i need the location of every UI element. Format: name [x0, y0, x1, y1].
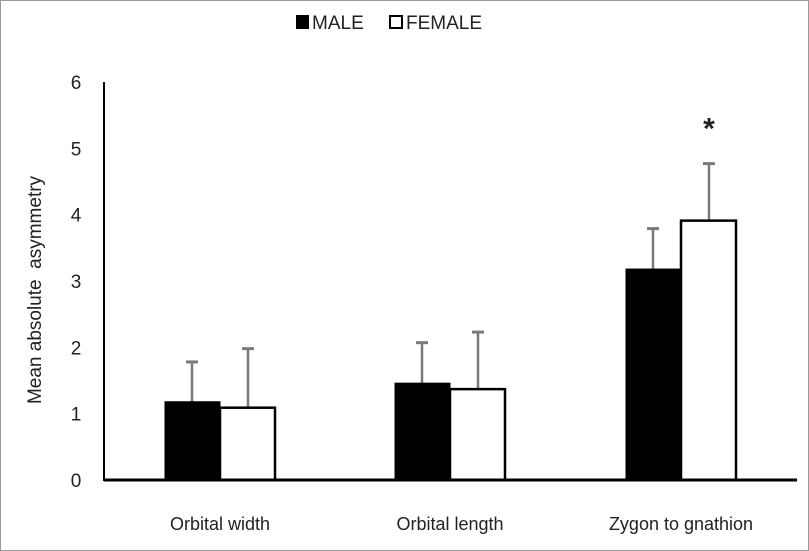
- legend-swatch-female: [389, 15, 403, 29]
- y-tick-label: 4: [71, 206, 82, 227]
- y-tick-label: 6: [71, 73, 82, 94]
- y-tick-label: 0: [71, 471, 82, 492]
- y-axis-label: Mean absolute asymmetry: [25, 175, 46, 404]
- y-tick-label: 5: [71, 139, 82, 160]
- legend: MALE FEMALE: [296, 13, 482, 34]
- bar-male: [394, 382, 451, 481]
- x-tick-label: Orbital length: [396, 514, 503, 534]
- legend-label-male: MALE: [312, 13, 364, 34]
- bar-male: [625, 268, 682, 481]
- legend-swatch-male: [296, 15, 309, 29]
- x-tick-label: Zygon to gnathion: [609, 514, 753, 534]
- bar-female: [679, 219, 738, 482]
- significance-asterisk: *: [703, 113, 715, 146]
- x-tick-label: Orbital width: [170, 514, 270, 534]
- legend-label-female: FEMALE: [406, 13, 482, 34]
- bar-female: [218, 406, 277, 482]
- y-tick-label: 1: [71, 405, 82, 426]
- bar-male: [164, 401, 221, 481]
- bar-female: [448, 387, 507, 482]
- y-tick-label: 2: [71, 338, 82, 359]
- y-tick-label: 3: [71, 272, 82, 293]
